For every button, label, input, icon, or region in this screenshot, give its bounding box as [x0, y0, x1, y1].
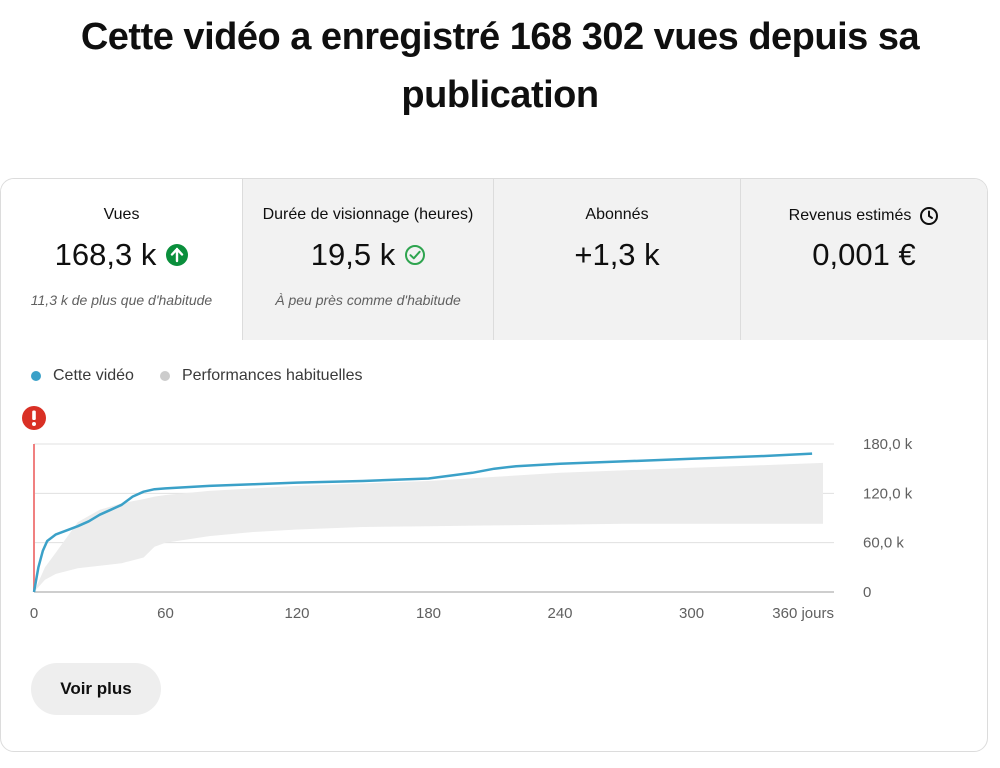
views-chart[interactable]: 0 60 120 180 240 300 360 jours 0 60,0 k 120,0 k 18…: [1, 429, 987, 629]
metrics-row: Vues 168,3 k 11,3 k de plus que d'habitu…: [1, 179, 987, 340]
arrow-up-circle-icon: [166, 244, 189, 266]
typical-band: [34, 462, 823, 592]
metric-views-note: 11,3 k de plus que d'habitude: [30, 292, 213, 308]
metric-views-value: 168,3 k: [54, 237, 157, 272]
metric-revenue[interactable]: Revenus estimés 0,001 €: [740, 179, 987, 340]
chart-legend: Cette vidéo Performances habituelles: [31, 367, 388, 385]
legend-this-video: Cette vidéo: [31, 367, 134, 385]
metric-watch-time-value-row: 19,5 k: [243, 237, 493, 273]
y-tick-label: 180,0 k: [863, 436, 913, 453]
metric-views[interactable]: Vues 168,3 k 11,3 k de plus que d'habitu…: [1, 179, 242, 340]
metric-subscribers[interactable]: Abonnés +1,3 k: [493, 179, 740, 340]
alert-icon[interactable]: [21, 405, 47, 431]
x-tick-label: 300: [679, 605, 704, 622]
x-tick-label: 120: [284, 605, 309, 622]
metric-subscribers-value: +1,3 k: [574, 237, 660, 272]
metric-watch-time[interactable]: Durée de visionnage (heures) 19,5 k À pe…: [242, 179, 493, 340]
metric-subscribers-label: Abonnés: [585, 206, 649, 223]
y-tick-label: 60,0 k: [863, 535, 904, 552]
metric-revenue-value-row: 0,001 €: [741, 237, 987, 273]
metric-subscribers-value-row: +1,3 k: [494, 237, 740, 273]
legend-typical-label: Performances habituelles: [181, 367, 363, 384]
metric-watch-time-label: Durée de visionnage (heures): [262, 206, 474, 223]
legend-typical: Performances habituelles: [159, 367, 363, 385]
x-tick-label: 60: [157, 605, 174, 622]
legend-dot-this-video: [31, 371, 41, 381]
check-circle-icon: [405, 245, 426, 265]
metric-views-label: Vues: [103, 206, 140, 223]
metric-watch-time-value: 19,5 k: [310, 237, 396, 272]
metric-views-value-row: 168,3 k: [1, 237, 242, 273]
series-line-this-video: [32, 452, 813, 593]
x-tick-label: 180: [416, 605, 441, 622]
metric-revenue-label-row: Revenus estimés: [741, 206, 987, 226]
legend-this-video-label: Cette vidéo: [53, 367, 134, 384]
analytics-card: Vues 168,3 k 11,3 k de plus que d'habitu…: [0, 178, 988, 752]
page-title: Cette vidéo a enregistré 168 302 vues de…: [80, 16, 920, 116]
x-tick-label: 0: [30, 605, 38, 622]
legend-dot-typical: [159, 371, 170, 381]
y-tick-label: 120,0 k: [863, 485, 913, 502]
y-tick-label: 0: [863, 584, 871, 601]
metric-watch-time-note: À peu près comme d'habitude: [275, 292, 461, 308]
metric-revenue-label: Revenus estimés: [788, 207, 912, 224]
x-tick-label: 360 jours: [772, 605, 834, 622]
metric-revenue-value: 0,001 €: [812, 237, 916, 272]
clock-icon[interactable]: [919, 206, 939, 226]
see-more-button[interactable]: Voir plus: [31, 663, 161, 715]
x-tick-label: 240: [548, 605, 573, 622]
